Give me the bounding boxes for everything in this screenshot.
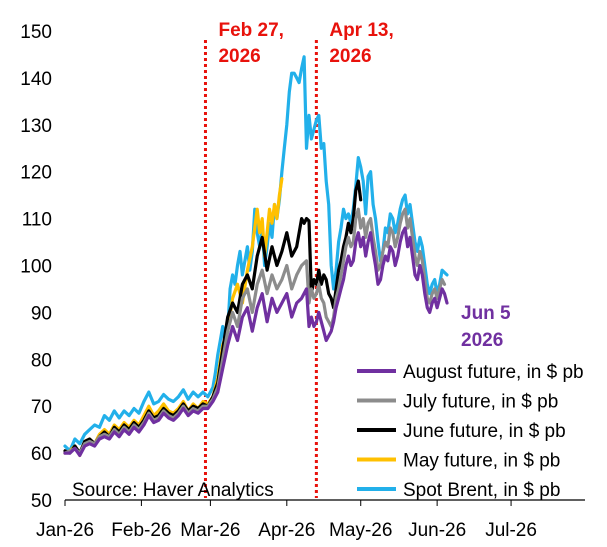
- y-tick-label: 110: [22, 210, 52, 231]
- annotations: Jun 5 2026: [461, 303, 511, 351]
- x-tick-label: Feb-26: [111, 520, 171, 541]
- y-tick-label: 50: [31, 491, 52, 512]
- y-tick-label: 70: [31, 397, 52, 418]
- axes: 50 60 70 80 90 100 110 120 130 140 150 Jan-26 Feb-26…: [20, 22, 585, 541]
- series-group: [63, 55, 449, 457]
- legend-label: August future, in $ pb: [403, 362, 584, 383]
- x-tick-label: May-26: [329, 520, 392, 541]
- event-label: Apr 13,: [329, 20, 393, 41]
- series-line: [63, 55, 449, 453]
- y-tick-label: 140: [20, 69, 52, 90]
- series-line: [63, 179, 363, 455]
- y-tick-label: 60: [31, 444, 52, 465]
- event-label: 2026: [218, 46, 260, 67]
- legend-label: Spot Brent, in $ pb: [403, 480, 560, 501]
- end-date-label: 2026: [461, 330, 503, 351]
- end-date-label: Jun 5: [461, 303, 511, 324]
- legend: August future, in $ pb July future, in $ …: [357, 362, 584, 501]
- event-label: Feb 27,: [218, 20, 283, 41]
- legend-label: June future, in $ pb: [403, 421, 566, 442]
- x-tick-label: Apr-26: [258, 520, 315, 541]
- series-line: [63, 226, 449, 457]
- legend-label: July future, in $ pb: [403, 392, 558, 413]
- x-tick-label: Jun-26: [408, 520, 466, 541]
- legend-label: May future, in $ pb: [403, 451, 560, 472]
- y-tick-label: 100: [20, 257, 52, 278]
- source-note: Source: Haver Analytics: [72, 480, 274, 501]
- y-tick-label: 130: [20, 116, 52, 137]
- y-tick-label: 80: [31, 350, 52, 371]
- x-tick-label: Jan-26: [36, 520, 94, 541]
- event-markers: Feb 27, 2026 Apr 13, 2026: [203, 20, 394, 498]
- event-label: 2026: [329, 46, 371, 67]
- x-tick-label: Mar-26: [180, 520, 240, 541]
- y-tick-label: 150: [20, 22, 52, 43]
- y-tick-label: 120: [20, 163, 52, 184]
- y-tick-label: 90: [31, 303, 52, 324]
- x-tick-label: Jul-26: [485, 520, 537, 541]
